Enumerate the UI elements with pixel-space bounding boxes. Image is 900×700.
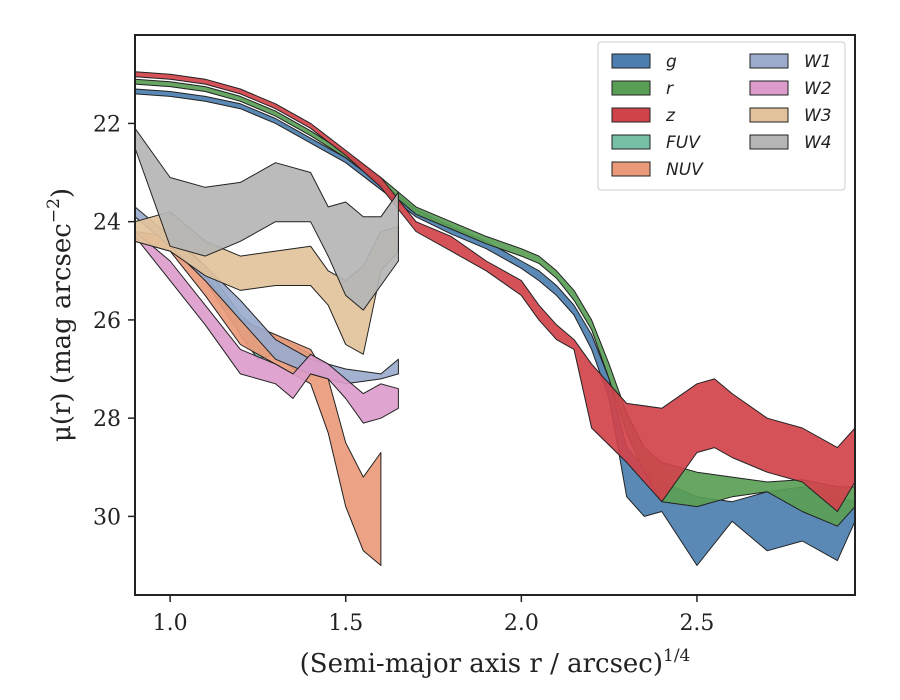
- x-tick-label: 2.5: [679, 611, 714, 636]
- legend-swatch-z: [611, 107, 651, 123]
- y-axis-label-exponent: −2: [44, 198, 64, 223]
- x-tick-label: 1.5: [328, 611, 363, 636]
- legend-swatch-w2: [749, 80, 789, 96]
- legend-swatch-g: [611, 53, 651, 69]
- bands-layer: [135, 71, 855, 566]
- y-axis-label-close: ): [47, 188, 77, 198]
- x-tick-label: 2.0: [504, 611, 539, 636]
- legend-swatch-w3: [749, 107, 789, 123]
- y-tick-label: 28: [93, 407, 121, 432]
- legend-swatch-w4: [749, 134, 789, 150]
- x-axis-label-text: (Semi-major axis r / arcsec): [300, 649, 663, 679]
- legend-label-fuv: FUV: [666, 133, 701, 153]
- x-axis-label-exponent: 1/4: [663, 646, 690, 666]
- legend-label-r: r: [666, 79, 674, 99]
- x-axis-label: (Semi-major axis r / arcsec)1/4: [300, 646, 691, 679]
- y-axis: 22 24 26 28 30: [93, 112, 135, 530]
- legend-label-w4: W4: [804, 133, 832, 153]
- legend-label-w1: W1: [804, 52, 832, 72]
- band-w2: [135, 231, 399, 424]
- x-axis: 1.0 1.5 2.0 2.5: [153, 595, 714, 636]
- legend-label-w3: W3: [804, 106, 832, 126]
- y-axis-label-text: μ(r) (mag arcsec: [47, 223, 77, 442]
- y-tick-label: 24: [93, 211, 121, 236]
- legend-swatch-fuv: [611, 134, 651, 150]
- band-w1: [135, 206, 399, 385]
- legend-box: [597, 41, 846, 191]
- band-w4: [135, 127, 399, 311]
- legend-swatch-r: [611, 80, 651, 96]
- legend-label-nuv: NUV: [666, 160, 704, 180]
- legend-swatch-w1: [749, 53, 789, 69]
- legend-label-z: z: [665, 106, 676, 126]
- legend: grz FUV NUV W1 W2 W3 W4: [597, 41, 846, 191]
- legend-label-w2: W2: [804, 79, 832, 99]
- y-axis-label: μ(r) (mag arcsec−2): [44, 188, 77, 442]
- band-r: [135, 78, 855, 527]
- y-tick-label: 22: [93, 112, 121, 137]
- legend-swatch-nuv: [611, 161, 651, 177]
- y-tick-label: 26: [93, 309, 121, 334]
- y-tick-label: 30: [93, 505, 121, 530]
- plot-frame: [134, 34, 856, 596]
- legend-label-g: g: [666, 52, 677, 72]
- x-tick-label: 1.0: [153, 611, 188, 636]
